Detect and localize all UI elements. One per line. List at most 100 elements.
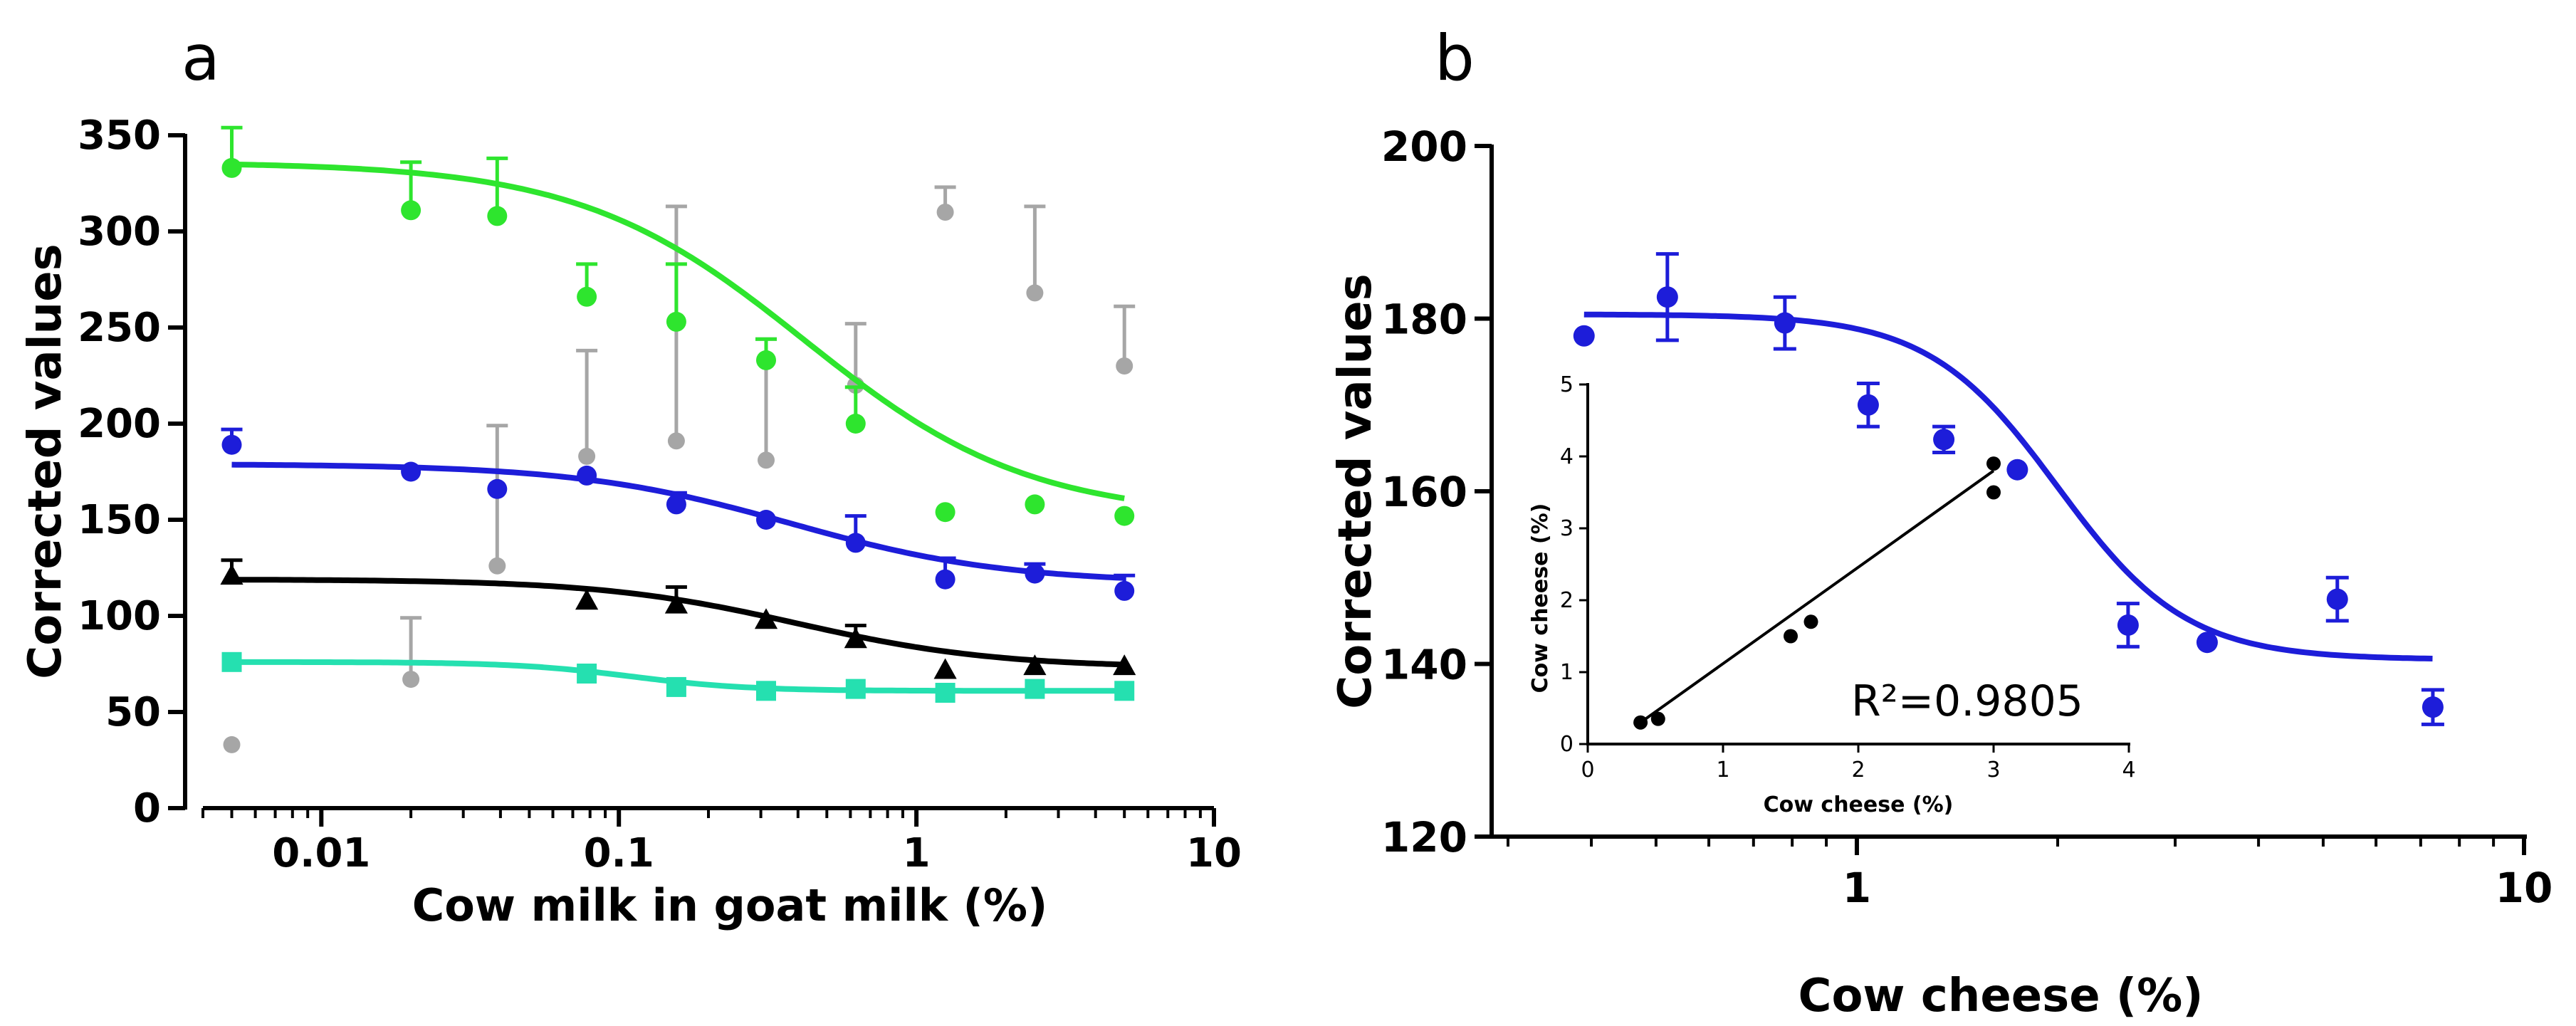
inset-axes: 0 1 2 3 4 5 0 1 2 3 4 — [1560, 372, 2136, 782]
panel-a-y-tick-label: 200 — [78, 401, 161, 447]
panel-a-y-tick-label: 150 — [78, 497, 161, 543]
inset-point — [1986, 456, 2001, 471]
panel-a-point-gray — [936, 204, 954, 221]
panel-b: b Corrected values Cow cheese (%) 120140… — [1329, 21, 2553, 1022]
panel-b-series-blue — [1573, 252, 2444, 726]
panel-a-point-black — [1023, 654, 1047, 676]
panel-a-point-teal — [1114, 681, 1135, 701]
panel-a-point-teal — [221, 651, 242, 672]
panel-a-point-green — [221, 157, 242, 178]
panel-a-fit-curve-green — [231, 161, 1125, 501]
panel-b-x-tick-label: 1 — [1843, 864, 1871, 912]
inset-y-tick-label: 2 — [1560, 588, 1574, 613]
panel-b-y-tick-label: 120 — [1381, 813, 1467, 862]
panel-a-point-black — [754, 608, 778, 629]
panel-b-xlabel: Cow cheese (%) — [1798, 970, 2203, 1022]
panel-a-series-black — [220, 558, 1136, 679]
panel-b-point — [2006, 459, 2028, 481]
panel-a-point-black — [844, 627, 867, 649]
panel-a-point-teal — [577, 664, 597, 684]
panel-a-point-black — [220, 564, 244, 585]
inset-x-tick-label: 0 — [1581, 758, 1594, 782]
panel-a-fit-curve-blue — [231, 461, 1125, 581]
panel-a-point-blue — [845, 533, 866, 553]
panel-b-point — [1933, 429, 1955, 451]
inset-x-tick-label: 4 — [2122, 758, 2135, 782]
panel-a-point-green — [845, 414, 866, 434]
panel-a-point-black — [933, 658, 957, 679]
panel-a-point-teal — [755, 681, 776, 701]
inset-ylabel: Cow cheese (%) — [1528, 503, 1553, 693]
panel-a-x-tick-label: 10 — [1186, 830, 1242, 876]
panel-b-x-tick-label: 10 — [2496, 864, 2553, 912]
inset-x-tick-label: 2 — [1851, 758, 1865, 782]
panel-a-point-blue — [221, 434, 242, 455]
panel-a-series-teal — [221, 651, 1135, 703]
panel-b-point — [2421, 696, 2444, 718]
panel-a-point-gray — [757, 451, 775, 469]
panel-a-point-teal — [845, 679, 866, 699]
panel-a-xlabel: Cow milk in goat milk (%) — [412, 879, 1048, 931]
panel-a-axes: 0 50 100 150 200 250 300 350 0.01 0.1 1 10 — [78, 112, 1242, 876]
panel-a-label: a — [182, 21, 220, 95]
inset-plot-area — [1633, 456, 2001, 730]
panel-a-point-black — [575, 589, 599, 610]
inset-point — [1650, 711, 1665, 726]
panel-a-point-blue — [487, 478, 508, 499]
panel-a-x-tick-label: 0.1 — [584, 830, 654, 876]
panel-a-point-green — [401, 200, 422, 221]
panel-a-point-blue — [577, 465, 597, 486]
panel-b-y-tick-label: 200 — [1381, 122, 1467, 171]
panel-a-point-green — [755, 350, 776, 370]
inset-chart: Cow cheese (%) Cow cheese (%) R²=0.9805 … — [1528, 372, 2136, 817]
panel-a-point-gray — [578, 447, 596, 465]
panel-a-point-gray — [1116, 357, 1133, 375]
panel-a-point-green — [935, 502, 955, 523]
inset-r2-annotation: R²=0.9805 — [1851, 676, 2083, 726]
panel-b-y-tick-label: 160 — [1381, 468, 1467, 516]
panel-a-ylabel: Corrected values — [19, 244, 72, 679]
panel-b-label: b — [1435, 21, 1475, 95]
inset-point — [1633, 715, 1648, 730]
panel-b-point — [2196, 632, 2218, 654]
panel-a-point-blue — [666, 494, 686, 515]
panel-a: a Corrected values Cow milk in goat milk… — [19, 21, 1242, 931]
panel-a-point-green — [666, 311, 686, 332]
panel-b-plot-area — [1573, 252, 2444, 726]
panel-a-x-tick-label: 0.01 — [272, 830, 370, 876]
panel-a-point-gray — [402, 671, 420, 689]
panel-a-point-black — [664, 592, 688, 614]
panel-a-y-tick-label: 350 — [78, 112, 161, 159]
panel-a-point-green — [577, 286, 597, 307]
inset-y-tick-label: 3 — [1560, 516, 1574, 541]
inset-y-tick-label: 5 — [1560, 372, 1574, 397]
panel-b-point — [1656, 286, 1678, 308]
panel-a-y-tick-label: 100 — [78, 593, 161, 639]
panel-b-fit-curve — [1583, 311, 2433, 661]
panel-a-point-green — [1114, 506, 1135, 526]
panel-a-point-gray — [1026, 284, 1044, 302]
panel-a-point-blue — [755, 510, 776, 530]
panel-a-y-tick-label: 50 — [105, 689, 161, 736]
panel-b-ylabel: Corrected values — [1329, 273, 1382, 708]
panel-a-point-teal — [1025, 679, 1045, 699]
panel-b-y-tick-label: 140 — [1381, 641, 1467, 689]
panel-b-point — [1857, 394, 1879, 416]
panel-a-point-blue — [1025, 563, 1045, 584]
inset-xlabel: Cow cheese (%) — [1764, 792, 1954, 817]
panel-a-point-green — [487, 206, 508, 226]
panel-a-point-gray — [667, 432, 685, 450]
panel-b-y-tick-label: 180 — [1381, 295, 1467, 344]
panel-a-y-tick-label: 250 — [78, 305, 161, 351]
panel-a-series-gray — [223, 185, 1136, 753]
panel-a-point-green — [1025, 494, 1045, 515]
panel-a-point-blue — [1114, 580, 1135, 601]
inset-x-tick-label: 1 — [1716, 758, 1729, 782]
panel-b-point — [1774, 312, 1796, 334]
panel-a-point-gray — [223, 736, 241, 753]
inset-regression-line — [1639, 469, 1995, 724]
panel-a-y-tick-label: 0 — [133, 785, 161, 832]
inset-point — [1986, 485, 2001, 500]
